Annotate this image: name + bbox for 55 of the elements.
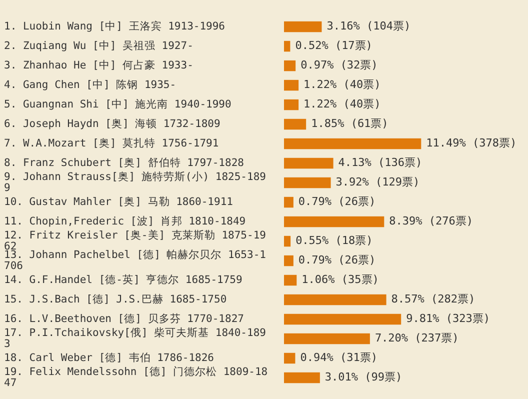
bar: [284, 177, 331, 188]
y-tick-label: 17. P.I.Tchaikovsky[俄] 柴可夫斯基 1840-1893: [4, 326, 266, 350]
data-label: 8.57% (282票): [391, 292, 476, 306]
bar: [284, 314, 402, 325]
bar: [284, 118, 306, 130]
y-tick-label: 9. Johann Strauss[奥] 施特劳斯(小) 1825-1899: [4, 170, 266, 194]
y-tick-label: 7. W.A.Mozart [奥] 莫扎特 1756-1791: [4, 136, 219, 150]
bar: [284, 255, 294, 266]
data-label: 0.79% (26票): [298, 195, 376, 208]
y-tick-label: 19. Felix Mendelssohn [德] 门德尔松 1809-1847: [4, 364, 268, 389]
y-tick-label: 14. G.F.Handel [德-英] 亨德尔 1685-1759: [4, 272, 242, 286]
bar: [284, 158, 334, 169]
bar: [284, 216, 384, 228]
bar: [284, 236, 291, 247]
bar: [284, 138, 422, 150]
y-tick-label: 3. Zhanhao He [中] 何占豪 1933-: [4, 58, 194, 72]
bar: [284, 60, 296, 72]
data-label: 11.49% (378票): [426, 136, 517, 150]
y-tick-label: 16. L.V.Beethoven [德] 贝多芬 1770-1827: [4, 312, 244, 325]
bar: [284, 196, 294, 208]
y-tick-label: 10. Gustav Mahler [奥] 马勒 1860-1911: [4, 194, 233, 208]
bar: [284, 352, 296, 364]
data-label: 7.20% (237票): [374, 332, 459, 345]
data-label: 1.22% (40票): [304, 98, 381, 111]
bar: [284, 294, 386, 306]
y-tick-label: 4. Gang Chen [中] 陈钢 1935-: [4, 78, 176, 91]
data-label: 0.97% (32票): [300, 58, 378, 72]
data-label: 0.55% (18票): [296, 234, 373, 248]
y-tick-label: 2. Zuqiang Wu [中] 吴祖强 1927-: [4, 39, 194, 52]
bar: [284, 274, 297, 286]
y-tick-label: 15. J.S.Bach [德] J.S.巴赫 1685-1750: [4, 292, 227, 306]
y-tick-label: 8. Franz Schubert [奥] 舒伯特 1797-1828: [4, 156, 244, 169]
data-label: 8.39% (276票): [389, 214, 473, 228]
data-label: 9.81% (323票): [406, 312, 490, 326]
data-label: 0.79% (26票): [298, 254, 376, 267]
data-label: 0.94% (31票): [300, 351, 378, 364]
data-label: 1.06% (35票): [302, 273, 379, 286]
y-tick-label: 11. Chopin,Frederic [波] 肖邦 1810-1849: [4, 214, 246, 228]
data-label: 3.92% (129票): [336, 176, 420, 189]
bar: [284, 99, 299, 110]
data-label: 1.22% (40票): [304, 78, 381, 92]
bar: [284, 40, 290, 52]
y-tick-label: 1. Luobin Wang [中] 王洛宾 1913-1996: [4, 20, 226, 33]
data-label: 3.01% (99票): [324, 370, 402, 384]
data-label: 3.16% (104票): [326, 20, 411, 33]
y-tick-label: 6. Joseph Haydn [奥] 海顿 1732-1809: [4, 118, 220, 130]
data-label: 1.85% (61票): [311, 117, 388, 130]
data-label: 0.52% (17票): [295, 39, 372, 52]
y-tick-label: 5. Guangnan Shi [中] 施光南 1940-1990: [4, 98, 232, 110]
data-label: 4.13% (136票): [338, 156, 422, 170]
y-tick-label: 18. Carl Weber [德] 韦伯 1786-1826: [4, 350, 214, 364]
bar: [284, 372, 320, 384]
bar: [284, 21, 322, 32]
bar: [284, 80, 299, 91]
bar: [284, 333, 370, 344]
